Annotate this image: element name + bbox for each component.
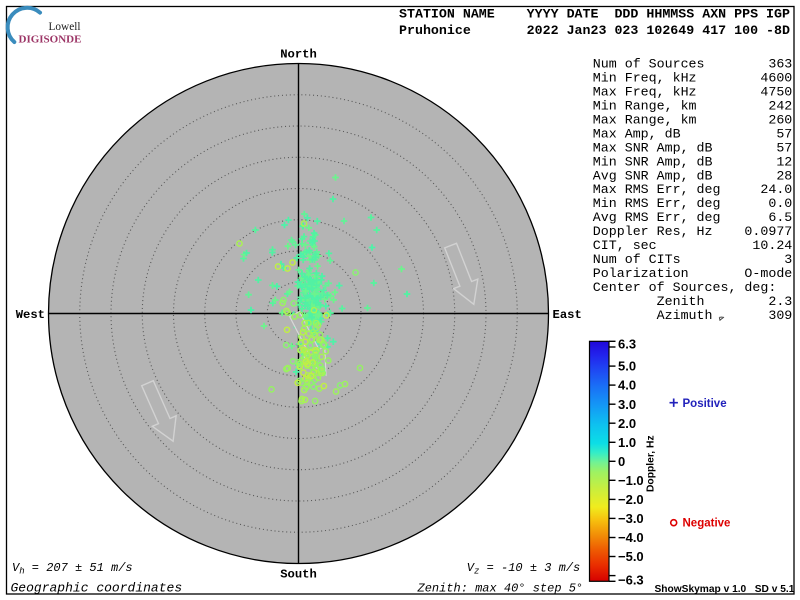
svg-text:Lowell: Lowell bbox=[49, 21, 81, 33]
svg-text:−4.0: −4.0 bbox=[618, 530, 644, 545]
svg-text:−2.0: −2.0 bbox=[618, 492, 644, 507]
svg-text:Vh = 207 ± 51 m/s: Vh = 207 ± 51 m/s bbox=[12, 561, 133, 577]
svg-text:ShowSkymap v 1.0 SD v 5.1: ShowSkymap v 1.0 SD v 5.1 bbox=[655, 584, 795, 595]
svg-text:−1.0: −1.0 bbox=[618, 473, 644, 488]
svg-text:East: East bbox=[553, 308, 582, 322]
svg-text:−3.0: −3.0 bbox=[618, 511, 644, 526]
svg-text:STATION NAME YYYY DATE DDD: STATION NAME YYYY DATE DDD HHMMSS AXN PP… bbox=[399, 6, 790, 21]
svg-text:Num of Sources 363: Num of Sources 363 bbox=[593, 57, 793, 72]
svg-text:CIT, sec 10.24: CIT, sec 10.24 bbox=[593, 238, 793, 253]
svg-text:Min Freq, kHz 4600: Min Freq, kHz 4600 bbox=[593, 71, 793, 86]
svg-text:Min SNR Amp, dB 12: Min SNR Amp, dB 12 bbox=[593, 154, 793, 169]
svg-text:Doppler, Hz: Doppler, Hz bbox=[646, 435, 657, 492]
svg-text:Geographic coordinates: Geographic coordinates bbox=[11, 581, 183, 596]
svg-text:West: West bbox=[16, 308, 45, 322]
svg-text:Doppler Res, Hz 0.0977: Doppler Res, Hz 0.0977 bbox=[593, 224, 793, 239]
svg-text:Negative: Negative bbox=[683, 518, 731, 530]
svg-text:Avg SNR Amp, dB 28: Avg SNR Amp, dB 28 bbox=[593, 168, 793, 183]
svg-text:Avg RMS Err, deg 6.5: Avg RMS Err, deg 6.5 bbox=[593, 210, 793, 225]
svg-text:Max Range, km 260: Max Range, km 260 bbox=[593, 112, 793, 127]
svg-text:Max RMS Err, deg 24.0: Max RMS Err, deg 24.0 bbox=[593, 182, 793, 197]
svg-text:Min Range, km 242: Min Range, km 242 bbox=[593, 98, 793, 113]
svg-text:0: 0 bbox=[618, 454, 625, 469]
svg-text:Vz = -10 ± 3 m/s: Vz = -10 ± 3 m/s bbox=[467, 561, 580, 577]
svg-text:2.0: 2.0 bbox=[618, 416, 636, 431]
svg-text:Polarization O-mode: Polarization O-mode bbox=[593, 266, 793, 281]
svg-text:Max Amp, dB 57: Max Amp, dB 57 bbox=[593, 126, 793, 141]
svg-text:1.0: 1.0 bbox=[618, 435, 636, 450]
svg-text:−6.3: −6.3 bbox=[618, 573, 644, 588]
svg-text:5.0: 5.0 bbox=[618, 359, 636, 374]
svg-text:Pruhonice 2022 Jan23 023: Pruhonice 2022 Jan23 023 102649 417 100 … bbox=[399, 23, 790, 38]
svg-text:6.3: 6.3 bbox=[618, 337, 636, 352]
svg-text:Max Freq, kHz 4750: Max Freq, kHz 4750 bbox=[593, 84, 793, 99]
svg-text:Zenith: max 40° step 5°: Zenith: max 40° step 5° bbox=[417, 582, 584, 596]
svg-text:North: North bbox=[280, 47, 317, 61]
svg-text:Num of CITs 3: Num of CITs 3 bbox=[593, 252, 793, 267]
svg-text:Min RMS Err, deg 0.0: Min RMS Err, deg 0.0 bbox=[593, 196, 793, 211]
svg-text:DIGISONDE: DIGISONDE bbox=[19, 34, 82, 46]
svg-text:Positive: Positive bbox=[683, 398, 727, 410]
svg-text:−5.0: −5.0 bbox=[618, 549, 644, 564]
svg-text:3.0: 3.0 bbox=[618, 397, 636, 412]
svg-text:4.0: 4.0 bbox=[618, 378, 636, 393]
svg-text:Max SNR Amp, dB 57: Max SNR Amp, dB 57 bbox=[593, 140, 793, 155]
svg-text:Zenith 2.3: Zenith 2.3 bbox=[593, 294, 793, 309]
svg-text:South: South bbox=[280, 568, 317, 582]
svg-text:Azimuth 309: Azimuth 309 bbox=[593, 308, 793, 323]
svg-text:Center of Sources, deg:: Center of Sources, deg: bbox=[593, 280, 777, 295]
